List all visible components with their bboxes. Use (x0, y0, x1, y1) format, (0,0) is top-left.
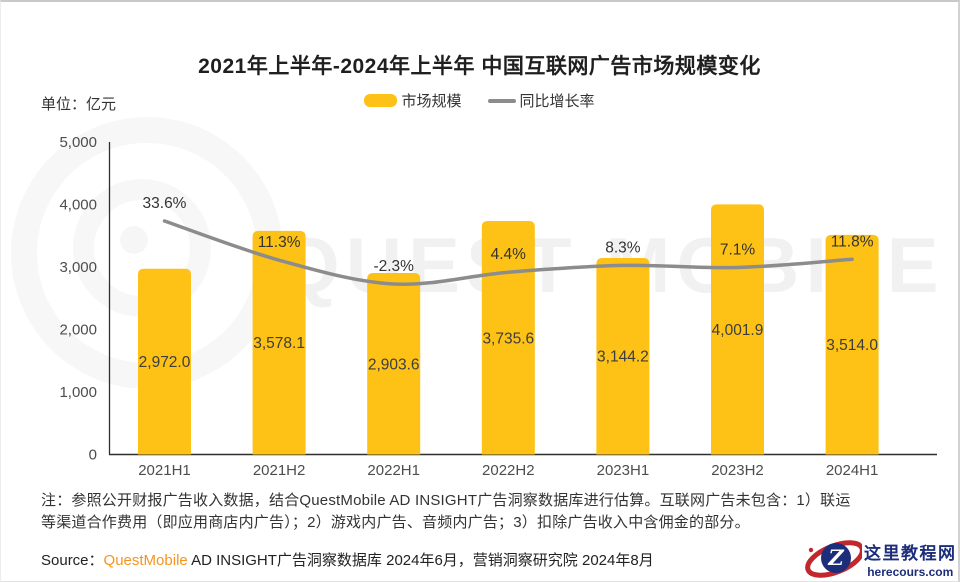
x-label-2024H1: 2024H1 (826, 462, 879, 479)
bar-swatch-icon (364, 94, 398, 107)
growth-label-2021H1: 33.6% (143, 195, 187, 212)
x-label-2021H1: 2021H1 (138, 462, 191, 479)
y-tick-0: 0 (89, 447, 97, 464)
y-tick-3,000: 3,000 (59, 259, 97, 276)
source-prefix: Source： (41, 552, 104, 569)
bar-value-2021H2: 3,578.1 (253, 335, 305, 352)
growth-label-2023H2: 7.1% (720, 242, 756, 259)
site-logo-monogram: Z (828, 545, 844, 570)
x-label-2022H2: 2022H2 (482, 462, 535, 479)
bar-2023H1 (596, 257, 650, 455)
bar-2022H2 (481, 221, 535, 455)
growth-label-2024H1: 11.8% (831, 233, 874, 250)
growth-label-2021H2: 11.3% (258, 234, 301, 251)
footnote-line-2: 等渠道合作费用（即应用商店内广告）；2）游戏内广告、音频内广告；3）扣除广告收入… (41, 514, 750, 531)
legend-line-label: 同比增长率 (519, 93, 595, 110)
bar-2024H1 (825, 234, 879, 455)
source-rest: AD INSIGHT广告洞察数据库 2024年6月，营销洞察研究院 2024年8… (187, 552, 654, 569)
growth-label-2022H2: 4.4% (491, 246, 527, 263)
site-logo-icon: Z (804, 536, 865, 581)
source-line: Source：QuestMobile AD INSIGHT广告洞察数据库 202… (41, 549, 654, 570)
bar-2022H1 (367, 273, 421, 455)
bar-value-2022H2: 3,735.6 (482, 330, 534, 347)
legend: 市场规模 同比增长率 (1, 90, 958, 111)
line-swatch-icon (487, 98, 516, 103)
x-label-2023H2: 2023H2 (711, 462, 764, 479)
bar-value-2021H1: 2,972.0 (139, 354, 191, 371)
y-tick-4,000: 4,000 (59, 197, 97, 214)
footnote: 注：参照公开财报广告收入数据，结合QuestMobile AD INSIGHT广… (41, 490, 941, 534)
legend-bar-label: 市场规模 (401, 93, 462, 110)
site-logo-texts: 这里教程网 herecours.com (864, 539, 957, 579)
growth-label-2023H1: 8.3% (605, 239, 641, 256)
bar-value-2023H1: 3,144.2 (597, 349, 649, 366)
bar-2021H2 (252, 230, 306, 455)
unit-label: 单位：亿元 (41, 96, 117, 113)
source-brand: QuestMobile (103, 552, 188, 569)
chart-title: 2021年上半年-2024年上半年 中国互联网广告市场规模变化 (198, 55, 761, 78)
legend-item-market-size: 市场规模 (364, 90, 462, 111)
x-label-2022H1: 2022H1 (367, 462, 420, 479)
site-logo[interactable]: Z 这里教程网 herecours.com (804, 536, 957, 581)
growth-label-2022H1: -2.3% (373, 258, 414, 275)
footnote-line-1: 注：参照公开财报广告收入数据，结合QuestMobile AD INSIGHT广… (41, 492, 851, 509)
bar-value-2022H1: 2,903.6 (368, 356, 420, 373)
site-logo-name: 这里教程网 (864, 544, 957, 563)
bar-value-2024H1: 3,514.0 (826, 337, 878, 354)
x-label-2021H2: 2021H2 (253, 462, 306, 479)
y-tick-1,000: 1,000 (59, 384, 97, 401)
site-logo-domain: herecours.com (867, 565, 954, 579)
legend-item-growth-rate: 同比增长率 (487, 90, 595, 111)
bar-value-2023H2: 4,001.9 (712, 322, 764, 339)
y-tick-5,000: 5,000 (59, 134, 97, 151)
growth-rate-line (162, 219, 854, 287)
y-tick-2,000: 2,000 (59, 322, 97, 339)
x-label-2023H1: 2023H1 (597, 462, 650, 479)
bar-2021H1 (138, 268, 191, 455)
